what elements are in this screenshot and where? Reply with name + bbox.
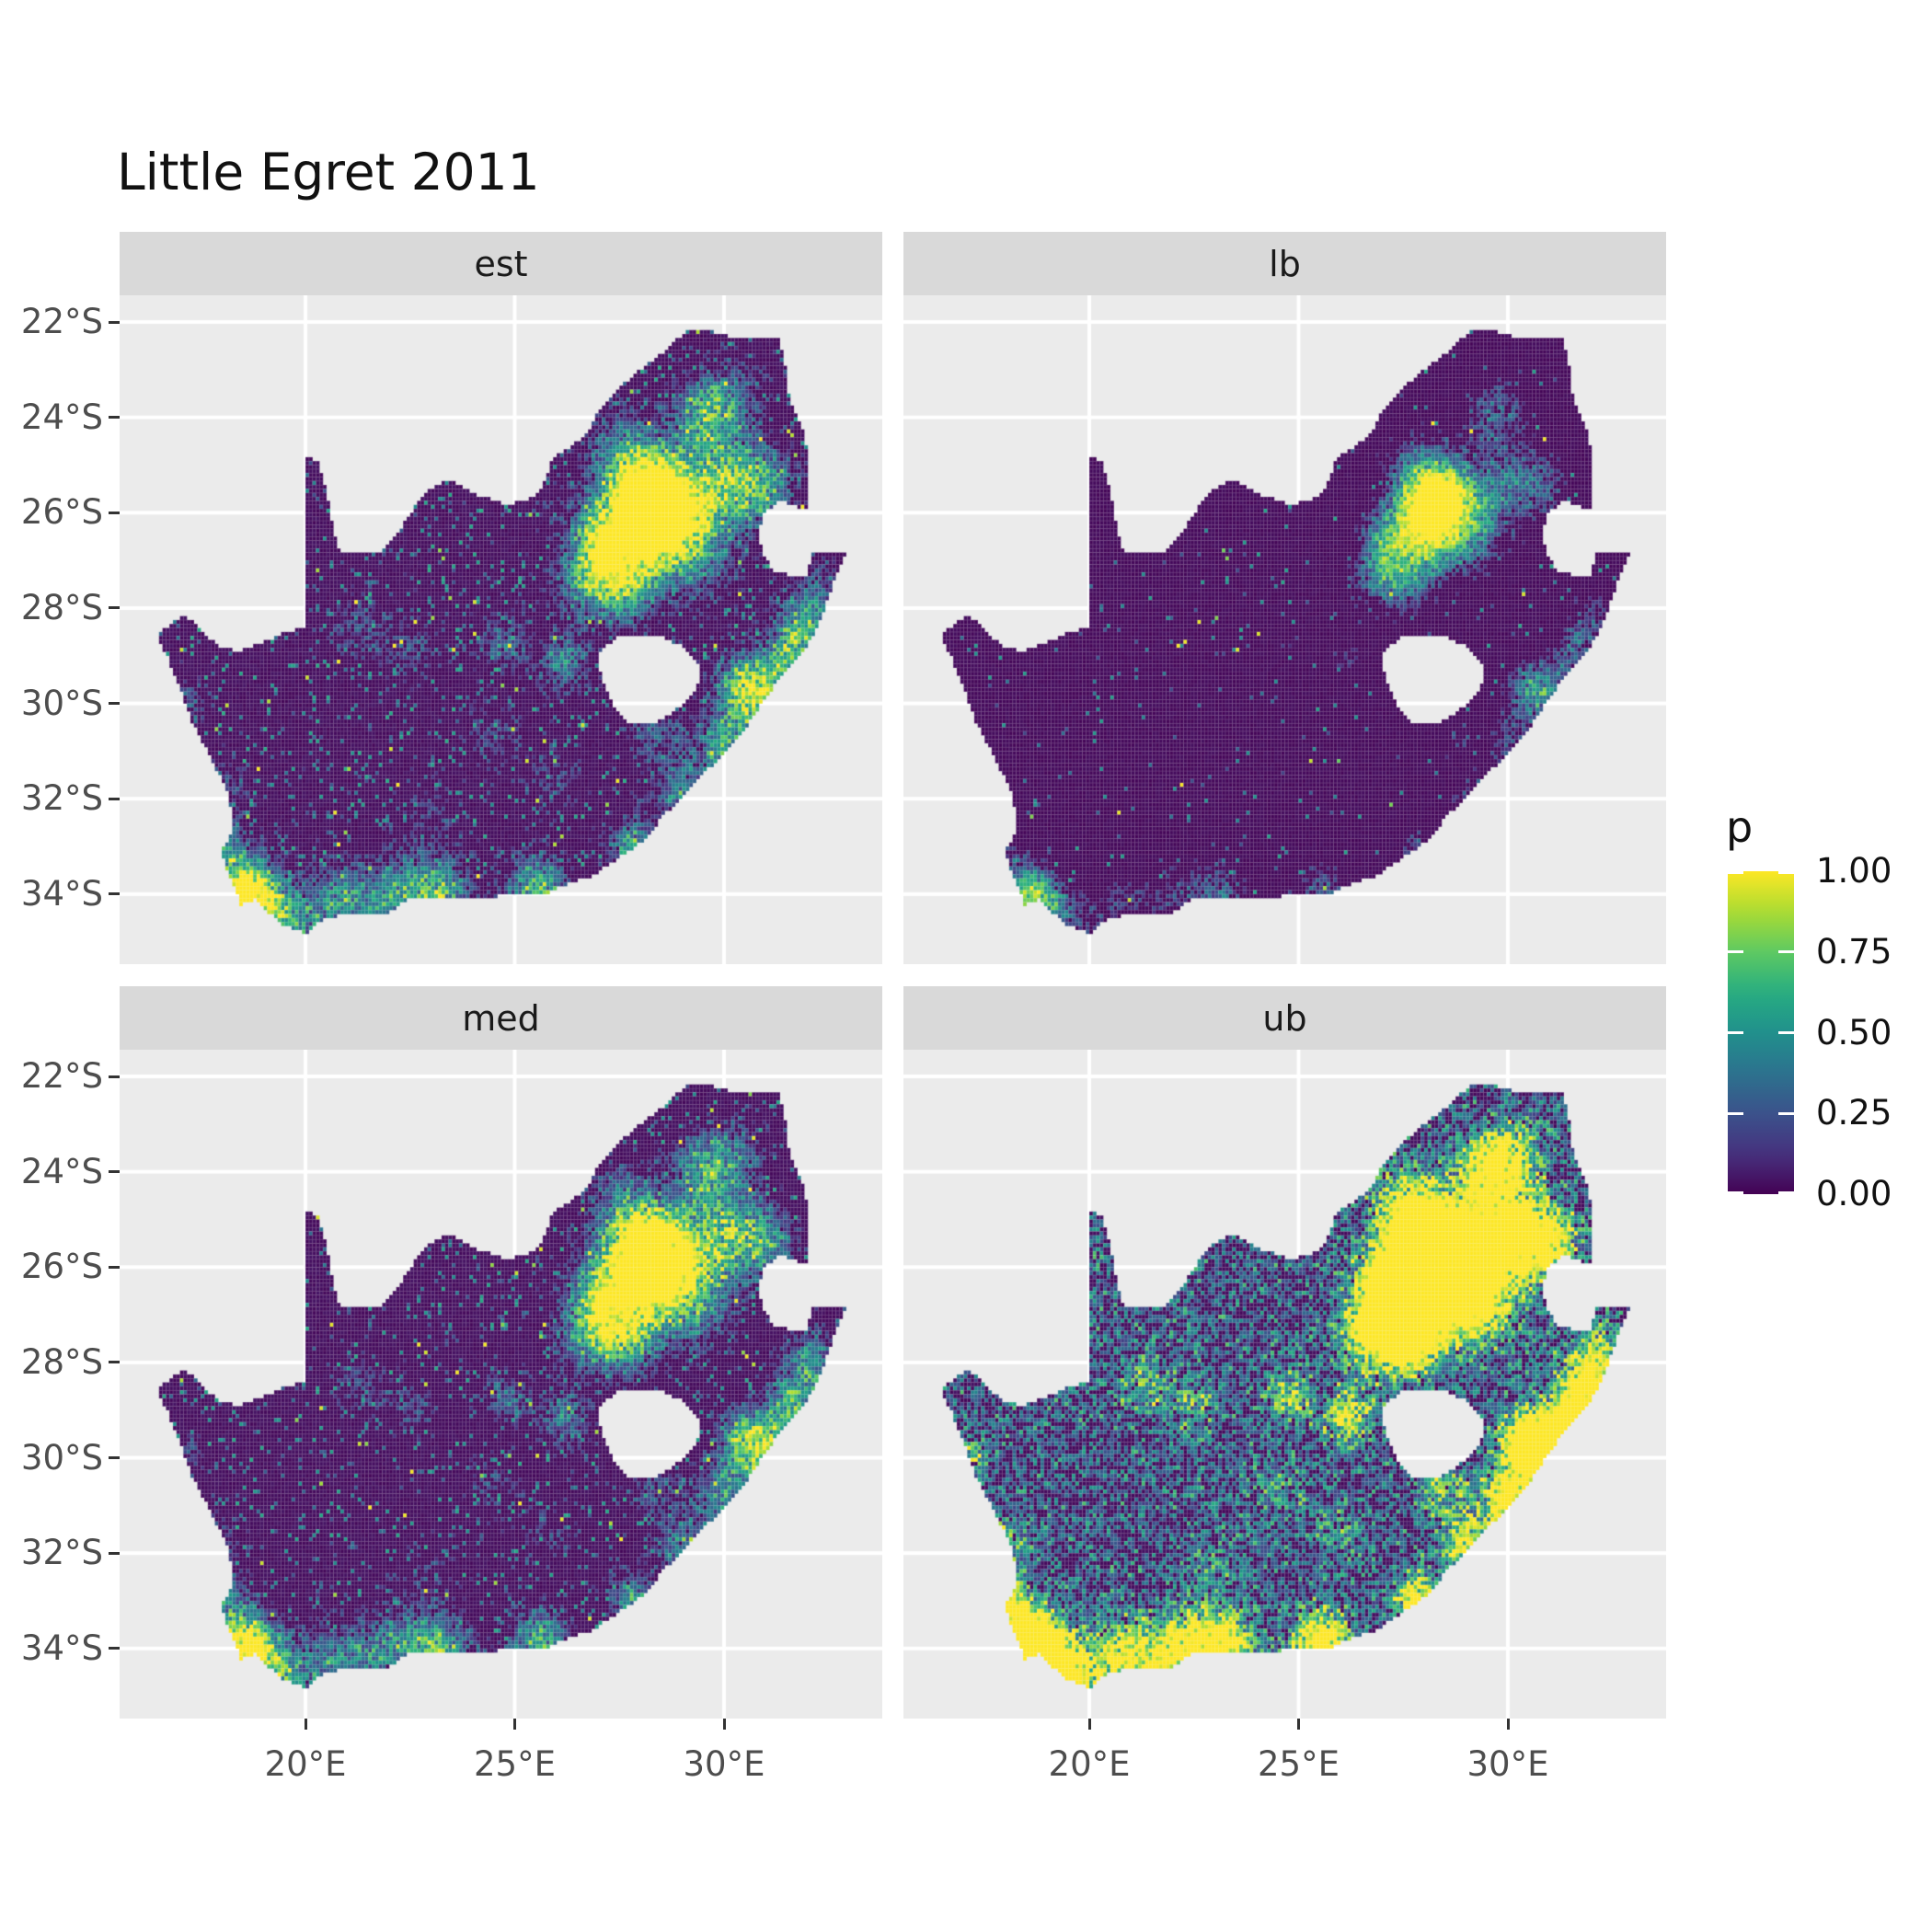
legend-tick-mark — [1778, 950, 1794, 954]
x-tick-label: 25°E — [1258, 1744, 1340, 1784]
legend-tick-label: 0.75 — [1816, 931, 1892, 972]
legend-tick-mark — [1728, 1191, 1743, 1194]
map-panel-lb — [903, 295, 1666, 964]
legend-tick-label: 0.00 — [1816, 1174, 1892, 1213]
x-tick-mark — [1506, 1719, 1510, 1730]
x-tick-mark — [304, 1719, 307, 1730]
y-tick-label: 24°S — [20, 397, 103, 437]
y-tick-label: 26°S — [20, 1247, 103, 1287]
facet-strip-label: est — [474, 243, 528, 284]
legend-tick-label: 0.50 — [1816, 1012, 1892, 1052]
y-tick-mark — [109, 702, 120, 706]
x-tick-label: 20°E — [264, 1744, 347, 1784]
y-tick-mark — [109, 1265, 120, 1269]
x-tick-label: 30°E — [683, 1744, 765, 1784]
y-tick-mark — [109, 892, 120, 896]
map-panel-ub — [903, 1050, 1666, 1719]
facet-strip-label: med — [462, 997, 540, 1039]
y-tick-label: 34°S — [20, 873, 103, 914]
y-tick-label: 34°S — [20, 1627, 103, 1668]
y-tick-mark — [109, 320, 120, 324]
x-tick-label: 25°E — [474, 1744, 556, 1784]
x-tick-mark — [513, 1719, 516, 1730]
y-tick-label: 24°S — [20, 1151, 103, 1191]
facet-strip-label: lb — [1269, 243, 1301, 284]
facet-strip-label: ub — [1262, 997, 1307, 1039]
legend-tick-label: 0.25 — [1816, 1093, 1892, 1133]
facet-strip-med: med — [120, 986, 882, 1050]
y-tick-mark — [109, 1170, 120, 1174]
y-tick-mark — [109, 797, 120, 800]
y-tick-mark — [109, 1361, 120, 1364]
x-tick-label: 20°E — [1048, 1744, 1131, 1784]
x-tick-mark — [1297, 1719, 1300, 1730]
facet-strip-lb: lb — [903, 232, 1666, 295]
facet-strip-ub: ub — [903, 986, 1666, 1050]
x-tick-mark — [1087, 1719, 1091, 1730]
y-tick-label: 28°S — [20, 587, 103, 627]
y-tick-label: 22°S — [20, 302, 103, 342]
y-tick-label: 30°S — [20, 683, 103, 723]
y-tick-label: 28°S — [20, 1341, 103, 1382]
y-tick-label: 26°S — [20, 492, 103, 533]
legend-tick-mark — [1778, 1111, 1794, 1115]
y-tick-label: 32°S — [20, 778, 103, 819]
legend-tick-label: 1.00 — [1816, 851, 1892, 891]
legend-tick-mark — [1778, 1031, 1794, 1034]
legend-tick-mark — [1778, 871, 1794, 874]
legend-tick-mark — [1728, 1111, 1743, 1115]
map-panel-est — [120, 295, 882, 964]
legend-tick-mark — [1728, 950, 1743, 954]
legend-tick-mark — [1728, 871, 1743, 874]
y-tick-mark — [109, 1075, 120, 1078]
y-tick-mark — [109, 1551, 120, 1555]
y-tick-mark — [109, 1647, 120, 1650]
y-tick-mark — [109, 511, 120, 514]
legend-title: p — [1726, 802, 1754, 852]
map-panel-med — [120, 1050, 882, 1719]
y-tick-label: 30°S — [20, 1437, 103, 1478]
y-tick-mark — [109, 606, 120, 610]
x-tick-label: 30°E — [1466, 1744, 1549, 1784]
x-tick-mark — [722, 1719, 726, 1730]
y-tick-mark — [109, 1456, 120, 1460]
plot-title: Little Egret 2011 — [117, 143, 540, 201]
y-tick-label: 32°S — [20, 1533, 103, 1573]
legend-tick-mark — [1728, 1031, 1743, 1034]
facet-strip-est: est — [120, 232, 882, 295]
y-tick-label: 22°S — [20, 1056, 103, 1097]
y-tick-mark — [109, 416, 120, 420]
legend-tick-mark — [1778, 1191, 1794, 1194]
